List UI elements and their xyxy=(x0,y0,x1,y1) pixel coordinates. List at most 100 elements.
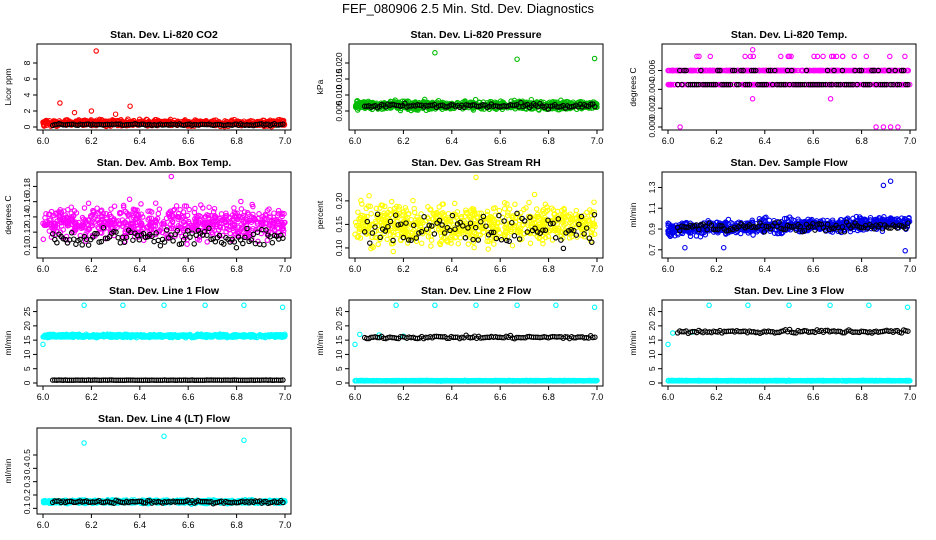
data-point xyxy=(458,236,462,240)
x-tick-label: 6.2 xyxy=(710,264,723,274)
data-point xyxy=(888,125,892,129)
data-point xyxy=(169,174,173,178)
data-point xyxy=(485,209,489,213)
data-point xyxy=(94,49,98,53)
data-point xyxy=(751,48,755,52)
y-tick-label: 0 xyxy=(22,124,32,129)
panel-1: Stan. Dev. Li-820 PressurekPa6.0 6.2 6.4 6.… xyxy=(315,29,603,146)
x-tick-label: 6.0 xyxy=(662,264,675,274)
y-tick-label: 0.18 xyxy=(22,178,32,195)
y-axis-label: degrees C xyxy=(628,67,638,106)
data-point xyxy=(89,109,93,113)
plot-frame xyxy=(349,44,603,130)
data-point xyxy=(456,242,460,246)
data-point xyxy=(476,238,480,242)
data-point xyxy=(113,112,117,116)
y-tick-label: 6 xyxy=(22,76,32,81)
x-tick-label: 6.4 xyxy=(134,264,147,274)
data-point xyxy=(497,208,501,212)
data-point xyxy=(369,212,373,216)
data-point xyxy=(157,207,161,211)
panel-title: Stan. Dev. Sample Flow xyxy=(730,157,848,169)
data-point xyxy=(592,200,596,204)
x-tick-label: 6.0 xyxy=(349,136,362,146)
x-tick-label: 6.6 xyxy=(494,264,507,274)
y-tick-label: 0.006 xyxy=(647,60,657,82)
data-point xyxy=(852,54,856,58)
x-tick-label: 6.6 xyxy=(182,136,195,146)
series-all xyxy=(41,174,287,246)
data-point xyxy=(472,245,476,249)
x-tick-label: 6.0 xyxy=(662,136,675,146)
data-point xyxy=(888,54,892,58)
series-all xyxy=(41,49,287,129)
data-point xyxy=(239,199,243,203)
data-point xyxy=(185,213,189,217)
data-point xyxy=(41,237,45,241)
data-point xyxy=(411,198,415,202)
y-axis-label: Licor ppm xyxy=(3,68,13,105)
data-point xyxy=(502,207,506,211)
data-point xyxy=(513,202,517,206)
data-point xyxy=(750,97,754,101)
data-point xyxy=(828,97,832,101)
data-point xyxy=(391,249,395,253)
y-axis-label: ml/min xyxy=(628,202,638,227)
x-tick-label: 6.8 xyxy=(855,264,868,274)
panel-5: Stan. Dev. Sample Flow ml/min 6.0 6.2 6.4 6.6… xyxy=(628,157,916,274)
data-point xyxy=(82,206,86,210)
data-point xyxy=(535,207,539,211)
data-point xyxy=(181,210,185,214)
y-tick-label: 0.7 xyxy=(647,244,657,256)
series-all xyxy=(666,48,912,130)
data-point xyxy=(171,239,175,243)
data-point xyxy=(86,243,90,247)
x-tick-label: 6.8 xyxy=(542,264,555,274)
x-tick-label: 6.0 xyxy=(349,264,362,274)
plot-frame xyxy=(37,44,291,130)
y-axis-label: degrees C xyxy=(3,195,13,234)
y-axis-label: kPa xyxy=(315,79,325,94)
y-tick-label: 2 xyxy=(22,108,32,113)
data-point xyxy=(515,57,519,61)
panel-2: Stan. Dev. Li-820 Temp.degrees C6.0 6.2 6.… xyxy=(628,29,916,146)
x-tick-label: 7.0 xyxy=(279,264,292,274)
data-point xyxy=(86,201,90,205)
data-point xyxy=(156,212,160,216)
x-tick-label: 6.6 xyxy=(807,136,820,146)
x-tick-label: 6.2 xyxy=(85,136,98,146)
data-point xyxy=(234,246,238,250)
x-tick-label: 6.8 xyxy=(230,136,243,146)
data-point xyxy=(376,242,380,246)
y-tick-label: 0.10 xyxy=(334,239,344,256)
data-point xyxy=(554,236,558,240)
data-point xyxy=(466,242,470,246)
panel-title: Stan. Dev. Gas Stream RH xyxy=(411,157,540,169)
data-point xyxy=(158,244,162,248)
data-point xyxy=(903,54,907,58)
data-point xyxy=(192,242,196,246)
data-point xyxy=(356,210,360,214)
data-point xyxy=(512,234,516,238)
data-point xyxy=(72,110,76,114)
data-point xyxy=(864,54,868,58)
x-tick-label: 6.2 xyxy=(85,264,98,274)
data-point xyxy=(881,125,885,129)
panel-title: Stan. Dev. Li-820 CO2 xyxy=(110,29,218,41)
data-point xyxy=(708,54,712,58)
x-tick-label: 6.2 xyxy=(397,264,410,274)
x-tick-label: 6.6 xyxy=(807,264,820,274)
data-point xyxy=(185,242,189,246)
x-tick-label: 7.0 xyxy=(591,136,604,146)
data-point xyxy=(270,241,274,245)
x-tick-label: 6.4 xyxy=(759,136,772,146)
y-tick-label: 0.20 xyxy=(334,192,344,209)
x-tick-label: 7.0 xyxy=(904,136,917,146)
data-point xyxy=(69,205,73,209)
x-tick-label: 6.8 xyxy=(542,136,555,146)
x-tick-label: 6.6 xyxy=(494,136,507,146)
data-point xyxy=(528,241,532,245)
x-tick-label: 6.4 xyxy=(759,264,772,274)
data-point xyxy=(239,207,243,211)
